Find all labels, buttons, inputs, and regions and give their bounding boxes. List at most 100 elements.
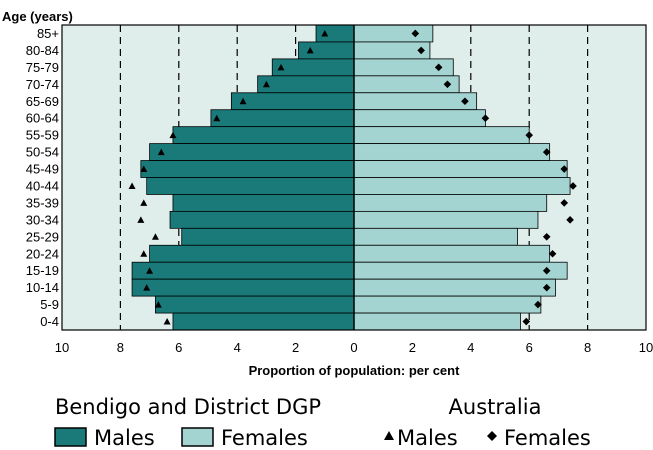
legend-group-australia-title: Australia xyxy=(449,395,542,419)
y-tick-label: 65-69 xyxy=(26,94,59,109)
marker-aus-females xyxy=(548,249,557,258)
marker-aus-males xyxy=(169,131,177,139)
bar-females xyxy=(353,75,460,94)
marker-aus-females xyxy=(411,29,420,38)
bar-males xyxy=(169,210,355,229)
marker-aus-females xyxy=(566,216,574,224)
y-tick-label: 70-74 xyxy=(26,77,59,92)
y-tick-label: 45-49 xyxy=(26,162,59,177)
bar-males xyxy=(315,24,355,43)
marker-aus-females xyxy=(434,63,443,72)
y-tick-label: 55-59 xyxy=(26,128,59,143)
marker-aus-males xyxy=(151,233,159,240)
y-tick-label: 0-4 xyxy=(40,314,59,329)
x-tick-label: 8 xyxy=(117,340,124,355)
marker-aus-females xyxy=(542,266,551,275)
marker-aus-females xyxy=(481,114,490,122)
marker-aus-males xyxy=(239,97,247,105)
bar-males xyxy=(155,295,355,314)
legend-label-aus-males: Males xyxy=(397,426,458,450)
marker-aus-females xyxy=(461,97,469,106)
y-tick-label: 40-44 xyxy=(26,178,59,193)
marker-aus-females xyxy=(534,300,542,309)
bar-males xyxy=(257,75,355,94)
marker-aus-females xyxy=(569,182,577,190)
legend-item-australia-females: Females xyxy=(487,426,591,450)
x-tick-label: 6 xyxy=(526,340,533,355)
australia-markers xyxy=(128,29,577,326)
x-axis-title: Proportion of population: per cent xyxy=(249,363,461,378)
marker-aus-males xyxy=(277,63,285,71)
legend-swatch-females xyxy=(181,427,214,447)
y-tick-labels: 85+ 80-84 75-79 70-74 65-69 60-64 55-59 50-54 45… xyxy=(26,26,59,329)
legend-item-bendigo-males: Males xyxy=(54,426,155,450)
marker-aus-males xyxy=(262,80,270,88)
bar-males xyxy=(210,109,355,128)
marker-aus-females xyxy=(542,283,551,292)
y-tick-label: 80-84 xyxy=(26,43,59,58)
bar-males xyxy=(149,143,355,161)
marker-aus-females xyxy=(560,199,569,207)
bar-males xyxy=(271,58,355,77)
y-tick-label: 15-19 xyxy=(26,263,59,278)
y-tick-label: 10-14 xyxy=(26,280,59,295)
legend-swatch-males xyxy=(54,427,87,447)
marker-aus-females xyxy=(522,317,531,326)
bar-males xyxy=(149,244,355,263)
x-tick-label: 4 xyxy=(467,340,474,355)
y-tick-label: 20-24 xyxy=(26,246,59,261)
y-tick-label: 30-34 xyxy=(26,212,59,227)
bar-females xyxy=(353,312,521,331)
bar-females xyxy=(353,227,518,246)
bar-males xyxy=(230,92,355,111)
x-tick-label: 4 xyxy=(234,340,241,355)
marker-aus-females xyxy=(443,80,452,89)
legend-item-australia-males: Males xyxy=(384,426,458,450)
y-tick-label: 35-39 xyxy=(26,195,59,210)
marker-aus-females xyxy=(560,165,569,173)
x-tick-label: 10 xyxy=(639,340,653,355)
bar-females xyxy=(353,92,478,111)
marker-aus-males xyxy=(213,114,221,122)
plot-frame xyxy=(61,24,647,331)
marker-aus-males xyxy=(154,301,162,308)
marker-aus-females xyxy=(417,46,425,55)
bar-males xyxy=(131,261,355,280)
bar-males xyxy=(131,278,355,297)
bar-females xyxy=(353,24,434,43)
y-tick-label: 5-9 xyxy=(40,297,59,312)
diamond-marker-icon xyxy=(487,431,497,441)
marker-aus-males xyxy=(143,284,151,291)
bar-males xyxy=(181,227,355,246)
y-tick-label: 25-29 xyxy=(26,229,59,244)
triangle-marker-icon xyxy=(384,431,394,440)
y-tick-label: 75-79 xyxy=(26,60,59,75)
marker-aus-males xyxy=(137,216,145,223)
bar-males xyxy=(172,126,355,145)
x-tick-labels: 10 8 6 4 2 0 2 4 6 8 10 xyxy=(55,340,653,355)
marker-aus-males xyxy=(163,318,171,325)
bar-males xyxy=(146,177,355,195)
x-tick-label: 2 xyxy=(409,340,416,355)
legend-label-females: Females xyxy=(221,426,308,450)
marker-aus-males xyxy=(128,182,136,189)
bar-females xyxy=(353,177,571,195)
bar-females xyxy=(353,160,568,178)
bar-females xyxy=(353,126,530,145)
marker-aus-males xyxy=(140,165,148,173)
marker-aus-females xyxy=(542,233,551,241)
marker-aus-males xyxy=(306,46,314,54)
legend-label-males: Males xyxy=(94,426,155,450)
bar-females xyxy=(353,210,539,229)
marker-aus-females xyxy=(525,131,533,139)
legend-group-bendigo-title: Bendigo and District DGP xyxy=(55,395,321,419)
bar-males xyxy=(172,194,355,212)
x-tick-label: 0 xyxy=(350,340,357,355)
y-tick-label: 85+ xyxy=(37,26,59,41)
bar-males xyxy=(140,160,355,178)
bar-females xyxy=(353,143,551,161)
bar-females xyxy=(353,295,542,314)
bar-females xyxy=(353,244,551,263)
y-tick-label: 50-54 xyxy=(26,145,59,160)
